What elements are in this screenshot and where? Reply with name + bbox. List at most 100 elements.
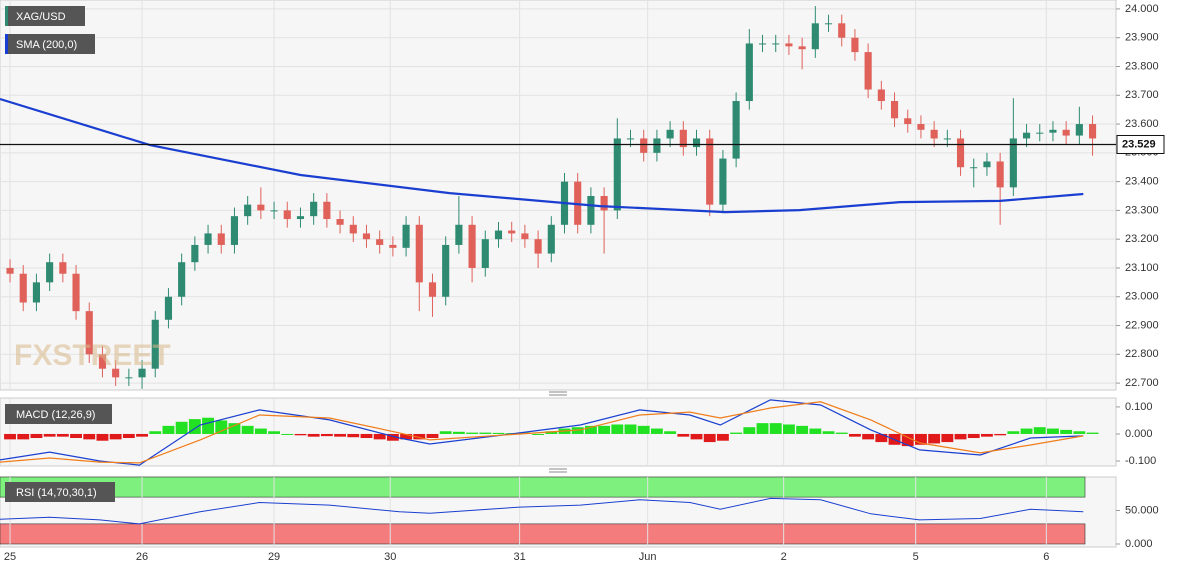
candle-body — [785, 43, 793, 47]
candle-body — [270, 210, 278, 212]
histogram-bar — [334, 433, 347, 437]
watermark: FXSTREET — [14, 339, 171, 372]
candle-body — [983, 161, 991, 168]
histogram-bar — [690, 433, 703, 440]
histogram-bar — [637, 425, 650, 434]
histogram-bar — [30, 433, 43, 439]
histogram-bar — [228, 423, 241, 434]
histogram-bar — [281, 433, 294, 435]
histogram-bar — [677, 433, 690, 437]
candle-body — [917, 124, 925, 130]
candle-body — [956, 138, 965, 168]
histogram-bar — [809, 428, 822, 434]
candle-body — [745, 43, 753, 102]
legend-label: RSI (14,70,30,1) — [16, 487, 97, 499]
price-label: 23.529 — [1122, 138, 1156, 150]
candle-body — [6, 267, 14, 274]
candle-body — [468, 224, 476, 268]
histogram-bar — [360, 433, 373, 439]
candle-body — [376, 239, 384, 245]
legend-swatch — [5, 34, 8, 54]
candle-body — [178, 262, 186, 297]
y-tick-label: 23.700 — [1125, 89, 1159, 101]
candle-body — [534, 239, 542, 254]
candle-body — [640, 138, 648, 153]
candle-body — [494, 230, 503, 240]
candle-body — [864, 52, 872, 90]
histogram-bar — [452, 431, 465, 434]
y-tick-label: 22.800 — [1125, 348, 1159, 360]
histogram-bar — [598, 425, 611, 434]
histogram-bar — [122, 433, 135, 439]
candle-body — [204, 233, 212, 245]
histogram-bar — [109, 433, 122, 440]
candle-body — [98, 354, 107, 369]
x-tick-label: 26 — [136, 551, 148, 563]
histogram-bar — [743, 427, 756, 434]
candle-body — [296, 216, 305, 220]
candle-body — [428, 282, 437, 297]
candle-body — [151, 319, 159, 369]
histogram-bar — [96, 433, 109, 441]
histogram-bar — [439, 431, 452, 434]
candle-body — [72, 273, 80, 312]
candle-body — [666, 129, 674, 139]
y-tick-label: 23.400 — [1125, 176, 1159, 188]
histogram-bar — [83, 433, 96, 440]
x-tick-label: 25 — [4, 551, 16, 563]
x-tick-label: 30 — [384, 551, 396, 563]
candle-body — [1049, 129, 1057, 133]
candle-body — [230, 216, 239, 245]
legend-box — [5, 34, 95, 54]
histogram-bar — [769, 423, 782, 434]
candle-body — [943, 138, 951, 140]
candle-body — [653, 138, 661, 153]
candle-body — [283, 210, 291, 220]
histogram-bar — [413, 433, 426, 440]
histogram-bar — [822, 431, 835, 434]
candle-body — [521, 233, 529, 240]
line — [0, 97, 1084, 214]
candle-body — [415, 224, 423, 283]
y-tick-label: 23.100 — [1125, 262, 1159, 274]
candle-body — [772, 43, 780, 45]
y-tick-label: 0.000 — [1125, 538, 1153, 550]
y-tick-label: 0.100 — [1125, 401, 1153, 413]
histogram-bar — [1073, 431, 1086, 434]
histogram-bar — [624, 424, 637, 434]
histogram-bar — [136, 433, 148, 437]
candle-body — [626, 138, 635, 140]
histogram-bar — [835, 432, 848, 434]
candle-body — [679, 129, 687, 148]
y-tick-label: 23.900 — [1125, 32, 1159, 44]
histogram-bar — [901, 433, 914, 447]
histogram-bar — [268, 431, 281, 434]
candle-body — [1075, 124, 1083, 136]
y-tick-label: 22.700 — [1125, 377, 1159, 389]
histogram-bar — [347, 433, 360, 438]
y-tick-label: 23.800 — [1125, 60, 1159, 72]
histogram-bar — [611, 424, 624, 434]
histogram-bar — [875, 433, 888, 443]
histogram-bar — [730, 432, 743, 434]
x-tick-label: 29 — [268, 551, 280, 563]
candle-body — [362, 233, 371, 240]
x-tick-label: 5 — [913, 551, 919, 563]
histogram-bar — [492, 432, 505, 434]
legend-label: XAG/USD — [16, 11, 66, 23]
histogram-bar — [1086, 432, 1099, 434]
candle-body — [217, 233, 225, 245]
histogram-bar — [4, 433, 16, 440]
histogram-bar — [215, 420, 228, 434]
candle-body — [706, 138, 714, 205]
y-tick-label: 23.000 — [1125, 291, 1159, 303]
y-tick-label: -0.100 — [1125, 455, 1156, 467]
candle-body — [349, 224, 357, 234]
candle-body — [164, 296, 173, 320]
candle-body — [851, 37, 859, 53]
histogram-bar — [967, 433, 980, 439]
histogram-bar — [149, 431, 162, 434]
main-panel — [0, 0, 1117, 391]
